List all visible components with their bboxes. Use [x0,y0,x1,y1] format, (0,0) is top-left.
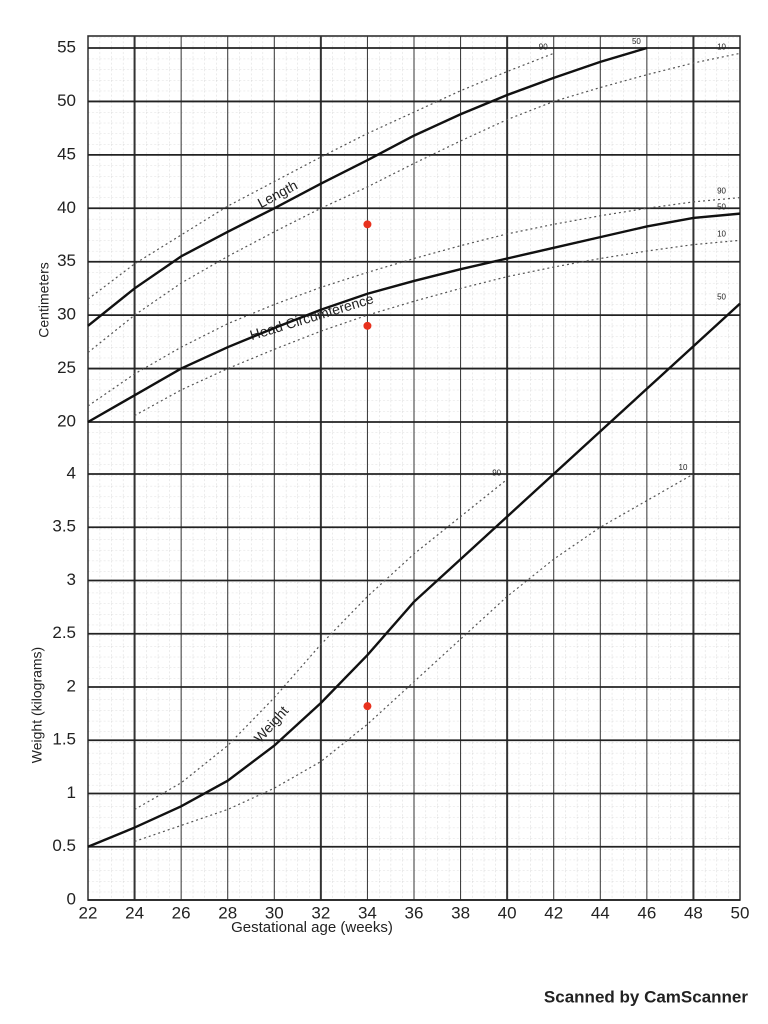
y-tick-label: 3.5 [52,517,76,536]
y-axis-label: Weight (kilograms) [29,647,45,763]
y-tick-label: 45 [57,144,76,163]
x-tick-label: 24 [125,903,144,922]
percentile-curve [87,212,741,424]
x-tick-label: 26 [172,903,191,922]
x-tick-label: 28 [218,903,237,922]
x-tick-label: 32 [311,903,330,922]
footer: Scanned by CamScanner [544,987,748,1006]
y-tick-label: 2 [67,676,76,695]
x-tick-label: 30 [265,903,284,922]
legend-label: 50 [717,203,726,212]
percentile-curve [87,302,741,848]
percentile-curve [87,52,741,354]
x-tick-label: 38 [451,903,470,922]
x-tick-label: 36 [405,903,424,922]
y-tick-label: 40 [57,198,76,217]
x-tick-label: 40 [498,903,517,922]
patient-point [363,220,372,229]
y-tick-label: 50 [57,91,76,110]
x-tick-label: 48 [684,903,703,922]
x-tick-label: 22 [79,903,98,922]
legend-label: 90 [717,187,726,196]
x-tick-label: 46 [637,903,656,922]
x-tick-label: 50 [731,903,750,922]
legend-label: 90 [492,468,501,477]
x-axis-label: Gestational age (weeks) [231,919,393,936]
legend-label: 50 [717,293,726,302]
x-tick-label: 44 [591,903,610,922]
legend-label: 90 [539,42,548,51]
y-tick-label: 30 [57,305,76,324]
legend-label: 50 [632,37,641,46]
y-tick-label: 55 [57,37,76,56]
legend-label: 10 [679,463,688,472]
y-tick-label: 3 [67,570,76,589]
y-tick-label: 0 [67,889,76,908]
patient-point [363,321,372,330]
percentile-curve [87,46,648,327]
percentile-curve [134,478,508,810]
x-tick-label: 34 [358,903,377,922]
y-tick-label: 25 [57,358,76,377]
y-tick-label: 35 [57,251,76,270]
y-tick-label: 1.5 [52,730,76,749]
y-tick-label: 20 [57,411,76,430]
y-tick-label: 2.5 [52,623,76,642]
y-tick-label: 0.5 [52,836,76,855]
percentile-curve [134,239,741,417]
legend-label: 10 [717,42,726,51]
percentile-curve [134,473,694,842]
y-tick-label: 1 [67,783,76,802]
x-tick-label: 42 [544,903,563,922]
y-tick-label: 4 [67,463,76,482]
patient-point [363,702,372,711]
y-axis-label: Centimeters [36,262,52,337]
legend-label: 10 [717,229,726,238]
